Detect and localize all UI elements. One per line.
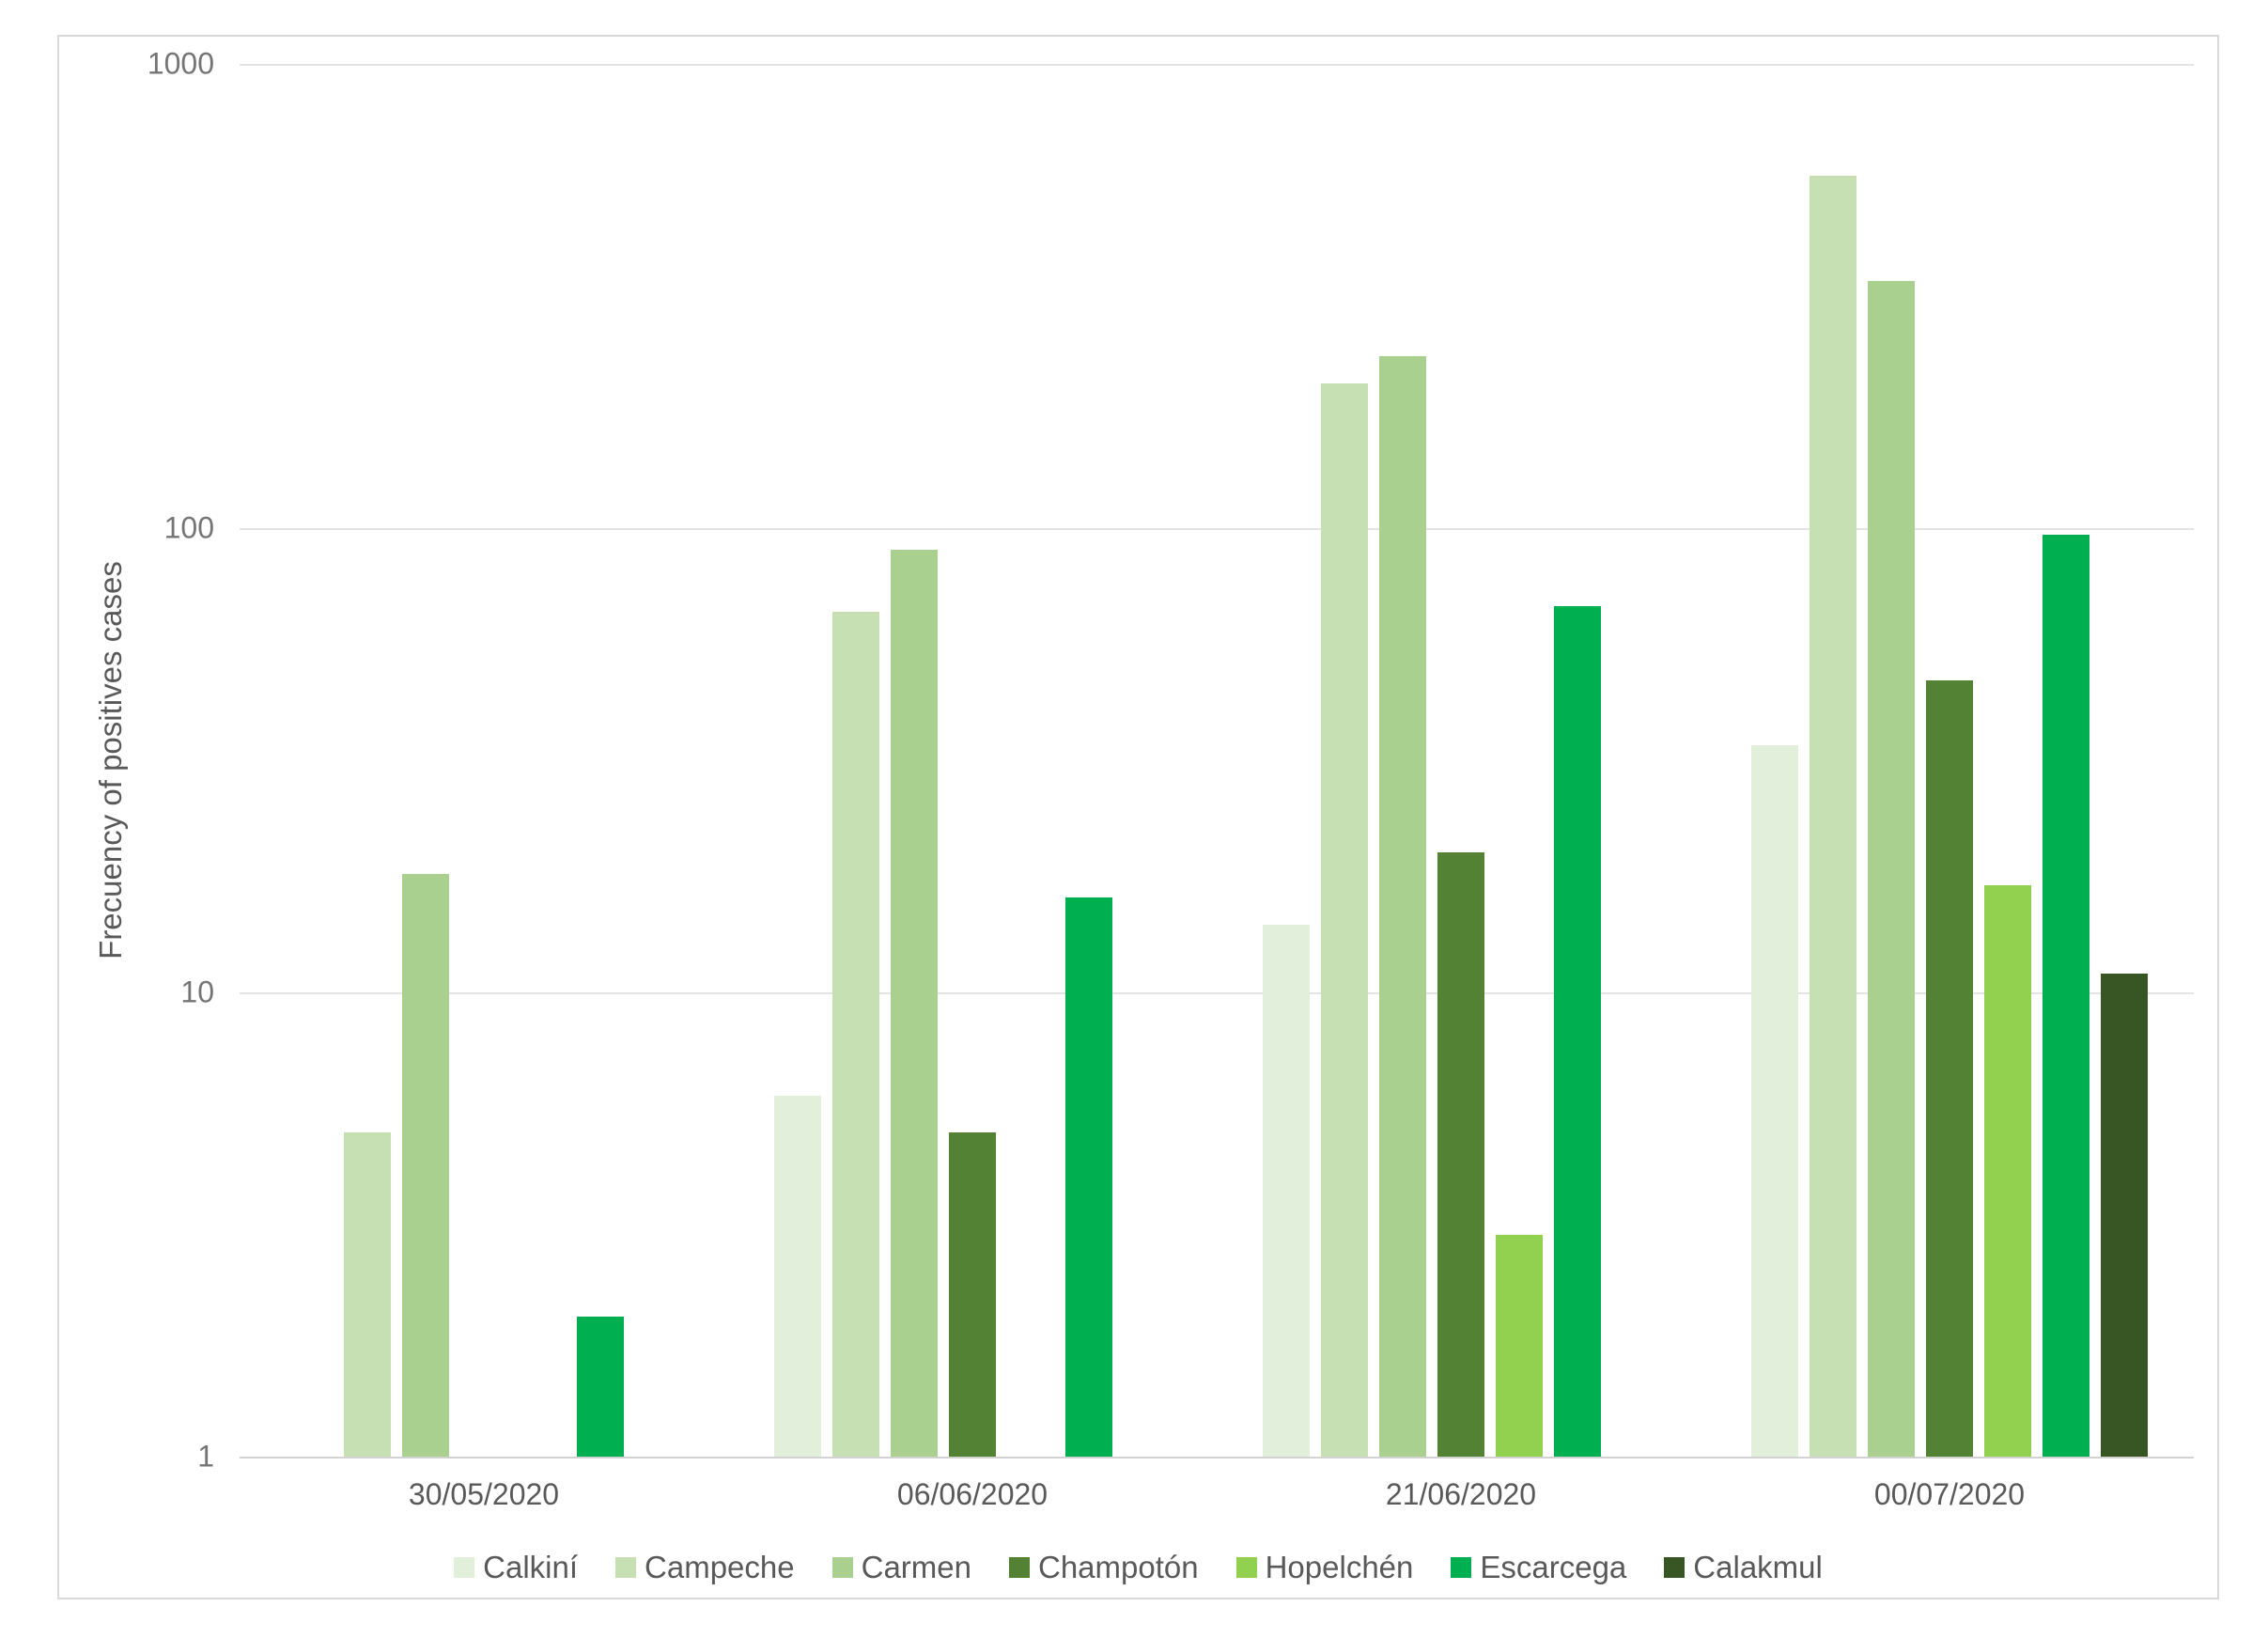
bar-Campeche-06/06/2020 [832, 612, 879, 1457]
bar-Campeche-00/07/2020 [1810, 176, 1856, 1457]
bar-Escarcega-00/07/2020 [2043, 535, 2089, 1457]
bar-Carmen-30/05/2020 [402, 874, 449, 1457]
legend-item-Champotón: Champotón [1008, 1550, 1199, 1585]
legend-item-Escarcega: Escarcega [1451, 1550, 1626, 1585]
gridline-10 [240, 992, 2194, 994]
bar-Carmen-00/07/2020 [1868, 281, 1915, 1457]
bar-Hopelchén-00/07/2020 [1984, 885, 2031, 1457]
legend-label-Champotón: Champotón [1037, 1550, 1199, 1584]
legend-item-Calakmul: Calakmul [1664, 1550, 1823, 1585]
x-axis-label-00/07/2020: 00/07/2020 [1873, 1477, 2026, 1511]
bar-Hopelchén-21/06/2020 [1496, 1235, 1543, 1457]
y-tick-label-1: 1 [197, 1439, 214, 1474]
legend-item-Hopelchén: Hopelchén [1235, 1550, 1414, 1585]
x-axis-label-06/06/2020: 06/06/2020 [896, 1477, 1049, 1511]
bar-Champotón-00/07/2020 [1926, 680, 1973, 1457]
bar-Calkiní-06/06/2020 [774, 1096, 821, 1457]
bar-Carmen-21/06/2020 [1379, 356, 1426, 1457]
legend-label-Campeche: Campeche [645, 1550, 795, 1584]
bar-Carmen-06/06/2020 [891, 550, 938, 1457]
plot-area [240, 64, 2194, 1459]
gridline-1000 [240, 64, 2194, 66]
gridline-100 [240, 528, 2194, 530]
legend-swatch-Escarcega [1451, 1557, 1472, 1578]
legend-label-Escarcega: Escarcega [1480, 1550, 1627, 1584]
y-tick-label-10: 10 [180, 975, 214, 1009]
bar-Escarcega-21/06/2020 [1554, 606, 1601, 1457]
bar-Campeche-21/06/2020 [1321, 383, 1368, 1457]
bar-Calakmul-00/07/2020 [2101, 974, 2148, 1457]
x-axis-label-21/06/2020: 21/06/2020 [1385, 1477, 1537, 1511]
legend-swatch-Champotón [1008, 1557, 1030, 1578]
legend-swatch-Campeche [615, 1557, 637, 1578]
legend-swatch-Calakmul [1664, 1557, 1685, 1578]
y-tick-label-1000: 1000 [147, 46, 214, 81]
legend-swatch-Hopelchén [1235, 1557, 1257, 1578]
legend-item-Calkiní: Calkiní [454, 1550, 578, 1585]
legend-label-Hopelchén: Hopelchén [1265, 1550, 1414, 1584]
legend-swatch-Carmen [831, 1557, 853, 1578]
bar-Escarcega-30/05/2020 [577, 1317, 624, 1457]
y-axis-title: Frecuency of positives cases [93, 561, 128, 959]
y-tick-label-100: 100 [163, 510, 214, 545]
legend-label-Calakmul: Calakmul [1693, 1550, 1823, 1584]
legend-item-Campeche: Campeche [615, 1550, 795, 1585]
bar-Calkiní-00/07/2020 [1751, 745, 1798, 1457]
bar-Escarcega-06/06/2020 [1065, 897, 1112, 1457]
bar-Campeche-30/05/2020 [344, 1132, 391, 1457]
legend-label-Calkiní: Calkiní [483, 1550, 579, 1584]
legend: Calkiní Campeche Carmen Champotón Hopelchén E… [57, 1547, 2219, 1588]
legend-item-Carmen: Carmen [831, 1550, 971, 1585]
legend-swatch-Calkiní [454, 1557, 475, 1578]
x-axis-label-30/05/2020: 30/05/2020 [408, 1477, 560, 1511]
legend-label-Carmen: Carmen [861, 1550, 971, 1584]
bar-Champotón-06/06/2020 [949, 1132, 996, 1457]
bar-Champotón-21/06/2020 [1437, 852, 1484, 1457]
bar-Calkiní-21/06/2020 [1263, 925, 1310, 1457]
